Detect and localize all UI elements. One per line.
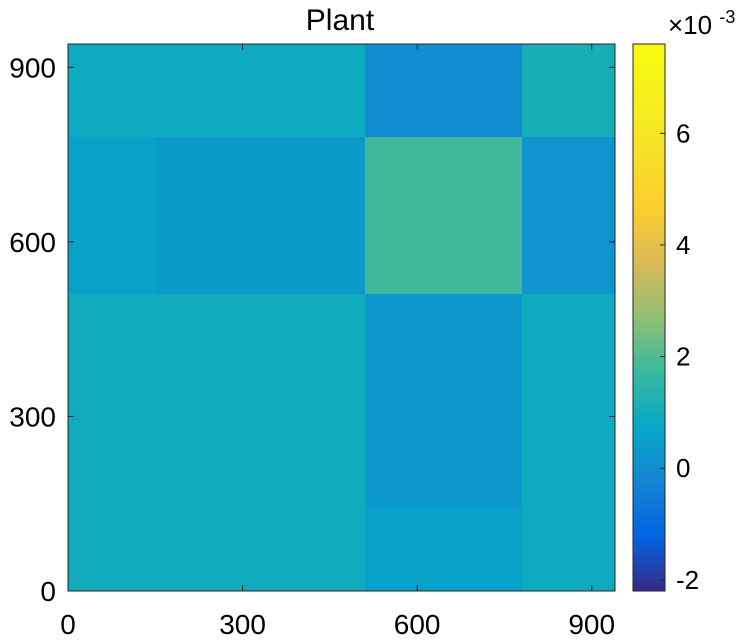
colorbar-tick-label: 0 bbox=[676, 453, 690, 483]
heatmap-block-10 bbox=[155, 44, 365, 138]
x-tick-label: 300 bbox=[219, 609, 266, 638]
heatmap-block-0 bbox=[68, 294, 156, 591]
heatmap-block-5 bbox=[68, 137, 156, 295]
heatmap-cells bbox=[68, 44, 615, 591]
heatmap-block-3 bbox=[364, 294, 522, 510]
colorbar-tick-label: 4 bbox=[676, 230, 690, 260]
plot-frame bbox=[67, 43, 616, 592]
x-tick-label: 900 bbox=[568, 609, 615, 638]
y-tick-label: 0 bbox=[40, 576, 56, 607]
x-axis: 0 300 600 900 bbox=[60, 44, 615, 640]
colorbar-tick-label: 6 bbox=[676, 118, 690, 148]
colorbar-exponent-power: -3 bbox=[719, 7, 735, 27]
colorbar-exponent: ×10 -3 bbox=[668, 7, 735, 40]
y-axis: 0 300 600 900 bbox=[9, 52, 615, 607]
colorbar-tick-label: -2 bbox=[676, 565, 699, 595]
heatmap-block-1 bbox=[155, 294, 365, 591]
chart-title: Plant bbox=[306, 4, 375, 37]
x-tick-label: 0 bbox=[60, 609, 76, 638]
heatmap-block-12 bbox=[521, 44, 615, 138]
heatmap-block-4 bbox=[521, 294, 615, 591]
heatmap-block-11 bbox=[364, 44, 522, 138]
heatmap-block-8 bbox=[521, 137, 615, 295]
colorbar-axis: -2 0 2 4 6 bbox=[660, 118, 699, 595]
colorbar-tick-label: 2 bbox=[676, 342, 690, 372]
x-tick-label: 600 bbox=[394, 609, 441, 638]
y-tick-label: 600 bbox=[9, 227, 56, 258]
colorbar bbox=[632, 43, 666, 592]
y-tick-label: 300 bbox=[9, 401, 56, 432]
colorbar-exponent-base: ×10 bbox=[668, 10, 712, 40]
heatmap-block-9 bbox=[68, 44, 156, 138]
heatmap-block-7 bbox=[364, 137, 522, 295]
heatmap-block-6 bbox=[155, 137, 365, 295]
heatmap-block-2 bbox=[364, 509, 522, 591]
y-tick-label: 900 bbox=[9, 52, 56, 83]
